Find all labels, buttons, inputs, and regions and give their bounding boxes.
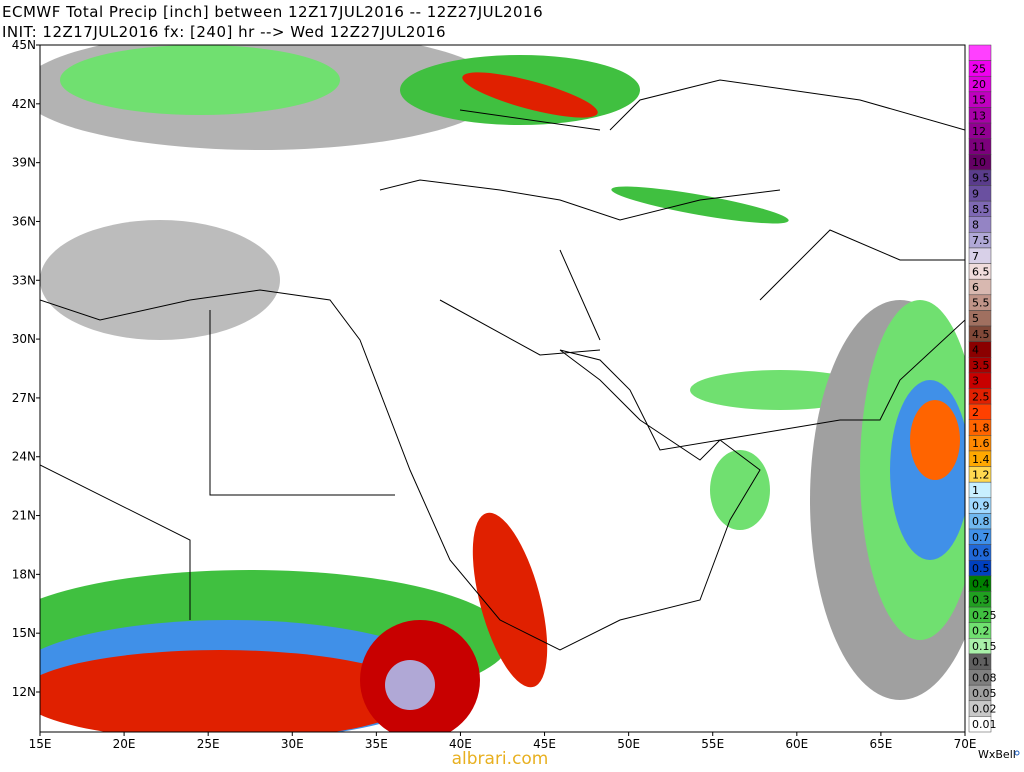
colorbar-label: 0.08: [972, 671, 997, 684]
colorbar-label: 6: [972, 281, 979, 294]
colorbar-label: 8.5: [972, 203, 990, 216]
latitude-label: 33N: [12, 273, 36, 287]
colorbar-label: 3.5: [972, 359, 990, 372]
watermark: albrari.com: [452, 749, 549, 768]
longitude-label: 40E: [449, 737, 472, 751]
title-line-2: INIT: 12Z17JUL2016 fx: [240] hr --> Wed …: [2, 23, 446, 41]
colorbar-label: 2: [972, 406, 979, 419]
credit-logo: [1014, 750, 1020, 756]
longitude-label: 60E: [785, 737, 808, 751]
colorbar-label: 0.3: [972, 593, 990, 606]
latitude-label: 36N: [12, 214, 36, 228]
colorbar-label: 25: [972, 62, 986, 75]
colorbar-label: 7: [972, 250, 979, 263]
colorbar-cell: [968, 716, 992, 733]
colorbar-label: 0.8: [972, 515, 990, 528]
colorbar-label: 0.01: [972, 718, 997, 731]
latitude-label: 39N: [12, 156, 36, 170]
colorbar-label: 0.05: [972, 687, 997, 700]
colorbar-label: 5: [972, 312, 979, 325]
colorbar-label: 2.5: [972, 390, 990, 403]
colorbar-label: 1.2: [972, 468, 990, 481]
latitude-labels: 45N 42N 39N 36N 33N 30N 27N 24N 21N 18N 15N 12N: [12, 38, 40, 699]
colorbar-label: 9: [972, 187, 979, 200]
latitude-label: 24N: [12, 450, 36, 464]
colorbar-label: 9.5: [972, 172, 990, 185]
map: [39, 44, 966, 733]
colorbar-label: 7.5: [972, 234, 990, 247]
longitude-label: 25E: [197, 737, 220, 751]
colorbar-label: 1.8: [972, 422, 990, 435]
colorbar-label: 0.4: [972, 578, 990, 591]
latitude-label: 12N: [12, 685, 36, 699]
latitude-label: 21N: [12, 509, 36, 523]
coastlines: [40, 79, 965, 651]
colorbar-label: 0.15: [972, 640, 997, 653]
colorbar-label: 0.7: [972, 531, 990, 544]
colorbar-label: 10: [972, 156, 986, 169]
colorbar-label: 11: [972, 140, 986, 153]
colorbar-label: 1.6: [972, 437, 990, 450]
colorbar-label: 12: [972, 125, 986, 138]
colorbar-label: 0.9: [972, 500, 990, 513]
longitude-label: 20E: [113, 737, 136, 751]
colorbar-top-cell: [968, 44, 992, 61]
colorbar-label: 3: [972, 375, 979, 388]
colorbar-label: 6.5: [972, 265, 990, 278]
longitude-label: 15E: [29, 737, 52, 751]
longitude-label: 55E: [701, 737, 724, 751]
longitude-label: 30E: [281, 737, 304, 751]
colorbar-label: 0.2: [972, 625, 990, 638]
colorbar-label: 0.6: [972, 546, 990, 559]
colorbar-label: 0.5: [972, 562, 990, 575]
longitude-label: 50E: [617, 737, 640, 751]
colorbar-label: 1.4: [972, 453, 990, 466]
latitude-label: 45N: [12, 38, 36, 52]
colorbar-label: 0.1: [972, 656, 990, 669]
precip-field: [40, 45, 965, 732]
colorbar-label: 1: [972, 484, 979, 497]
latitude-label: 42N: [12, 97, 36, 111]
colorbar-label: 15: [972, 94, 986, 107]
credit: WxBell: [978, 748, 1016, 761]
longitude-label: 45E: [533, 737, 556, 751]
colorbar-label: 4.5: [972, 328, 990, 341]
longitude-labels: 15E 20E 25E 30E 35E 40E 45E 50E 55E 60E 65E 70E: [29, 732, 977, 751]
latitude-label: 30N: [12, 332, 36, 346]
colorbar-label: 0.02: [972, 703, 997, 716]
colorbar-label: 0.25: [972, 609, 997, 622]
latitude-label: 27N: [12, 391, 36, 405]
title-line-1: ECMWF Total Precip [inch] between 12Z17J…: [2, 3, 543, 21]
longitude-label: 35E: [365, 737, 388, 751]
longitude-label: 70E: [954, 737, 977, 751]
colorbar-label: 13: [972, 109, 986, 122]
colorbar-label: 20: [972, 78, 986, 91]
colorbar-label: 5.5: [972, 297, 990, 310]
colorbar: 252015131211109.598.587.576.565.554.543.…: [968, 44, 997, 733]
latitude-label: 18N: [12, 567, 36, 581]
longitude-label: 65E: [869, 737, 892, 751]
colorbar-label: 4: [972, 343, 979, 356]
colorbar-label: 8: [972, 219, 979, 232]
latitude-label: 15N: [12, 626, 36, 640]
